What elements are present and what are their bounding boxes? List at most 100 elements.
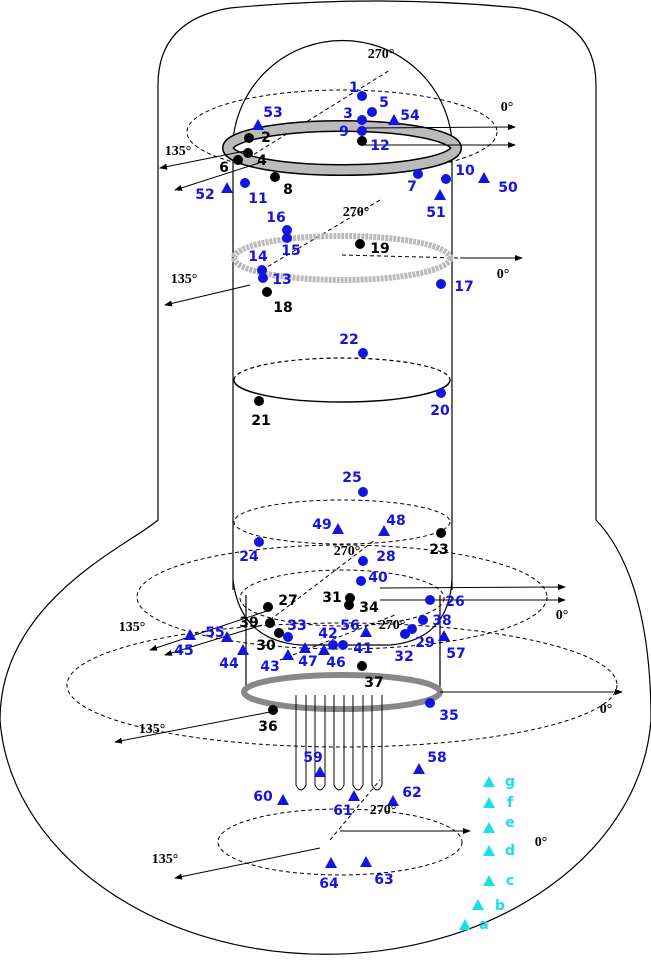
point-label: 5 (379, 95, 389, 111)
point-label: 56 (340, 618, 359, 634)
point-marker (357, 115, 367, 125)
legend-label: a (479, 917, 488, 933)
point-label: 55 (205, 625, 224, 641)
tube (333, 695, 345, 791)
triangle-marker (314, 766, 326, 777)
point-label: 44 (219, 656, 239, 672)
point-label: 12 (370, 138, 389, 154)
point-label: 28 (376, 549, 395, 565)
point-marker (357, 126, 367, 136)
point-label: 54 (400, 108, 420, 124)
point-marker (282, 233, 292, 243)
point-marker (425, 595, 435, 605)
point-marker (262, 287, 272, 297)
point-label: 2 (261, 130, 271, 146)
point-label: 26 (445, 594, 464, 610)
triangle-marker (387, 795, 399, 806)
point-label: 8 (283, 182, 293, 198)
triangle-marker (360, 626, 372, 637)
point-label: 3 (343, 106, 353, 122)
legend-label: b (495, 898, 505, 914)
triangle-marker (282, 649, 294, 660)
point-marker (328, 640, 338, 650)
point-marker (400, 629, 410, 639)
triangle-marker (360, 856, 372, 867)
point-label: 22 (339, 332, 358, 348)
point-marker (358, 487, 368, 497)
point-marker (270, 172, 280, 182)
point-marker (413, 169, 423, 179)
point-marker (425, 698, 435, 708)
point-label: 4 (257, 153, 267, 169)
triangle-marker (184, 629, 196, 640)
tube (314, 695, 326, 791)
triangle-marker (221, 182, 233, 193)
point-label: 39 (239, 615, 258, 631)
angle-label: 135° (165, 144, 192, 159)
point-label: 45 (174, 643, 193, 659)
tube (352, 695, 364, 791)
triangle-marker (221, 631, 233, 642)
triangle-marker (438, 630, 450, 641)
point-label: 23 (429, 542, 448, 558)
point-label: 20 (430, 403, 450, 419)
triangle-marker (483, 875, 495, 886)
point-marker (436, 528, 446, 538)
angle-label: 270° (370, 803, 397, 818)
point-label: 52 (195, 187, 214, 203)
point-marker (356, 576, 366, 586)
point-marker (358, 556, 368, 566)
angle-label: 0° (501, 100, 514, 115)
point-label: 64 (319, 876, 339, 892)
angle-label: 270° (343, 205, 370, 220)
point-label: 1 (349, 80, 359, 96)
point-marker (367, 107, 377, 117)
triangle-marker (318, 644, 330, 655)
point-marker (258, 273, 268, 283)
point-label: 61 (333, 803, 352, 819)
angle-label: 135° (119, 620, 146, 635)
triangle-marker (277, 794, 289, 805)
point-label: 53 (263, 105, 282, 121)
triangle-marker (237, 644, 249, 655)
point-marker (436, 279, 446, 289)
point-marker (268, 705, 278, 715)
point-marker (344, 600, 354, 610)
point-marker (418, 615, 428, 625)
legend-label: e (505, 815, 515, 831)
point-label: 41 (353, 641, 372, 657)
point-marker (283, 632, 293, 642)
ring (231, 233, 453, 283)
axes (114, 124, 623, 880)
point-label: 48 (386, 513, 405, 529)
point-label: 50 (498, 180, 518, 196)
point-label: 21 (251, 413, 270, 429)
triangle-marker (472, 899, 484, 910)
triangle-marker (252, 119, 264, 130)
point-label: 59 (303, 750, 322, 766)
triangle-marker (413, 763, 425, 774)
legend-label: d (505, 843, 515, 859)
ring (241, 672, 443, 712)
point-marker (254, 537, 264, 547)
point-marker (357, 661, 367, 671)
point-label: 14 (248, 249, 268, 265)
ring (223, 121, 461, 175)
triangle-marker (483, 776, 495, 787)
point-label: 31 (322, 590, 341, 606)
point-label: 40 (368, 570, 388, 586)
angle-label: 270° (334, 544, 361, 559)
point-label: 7 (407, 179, 417, 195)
point-marker (254, 396, 264, 406)
point-label: 27 (278, 593, 297, 609)
point-marker (407, 624, 417, 634)
tube (295, 695, 307, 791)
point-marker (257, 265, 267, 275)
point-marker (357, 91, 367, 101)
point-label: 30 (256, 638, 276, 654)
angle-label: 0° (556, 608, 569, 623)
triangle-marker (459, 919, 471, 930)
point-label: 6 (219, 160, 229, 176)
